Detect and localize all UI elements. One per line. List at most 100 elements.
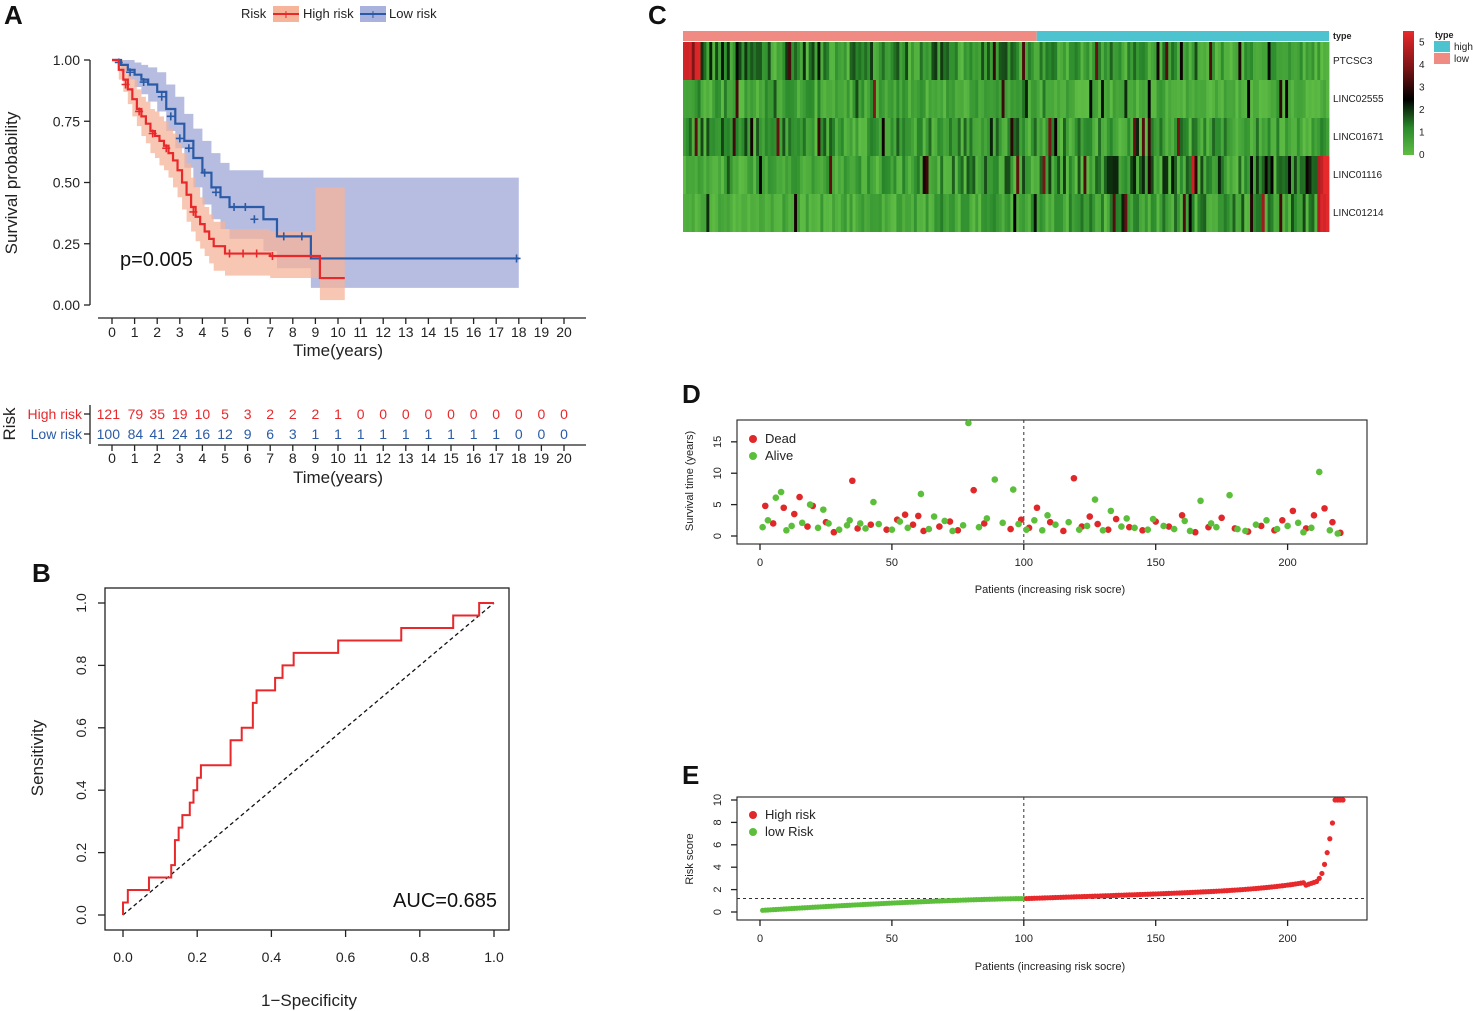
roc-y-tick-label: 1.0 (73, 593, 89, 613)
risk-legend-low-dot (749, 828, 757, 836)
heatmap-cell (1042, 156, 1046, 194)
survival-y-tick-label: 5 (712, 502, 724, 508)
heatmap-cell (1063, 156, 1067, 194)
survival-point-alive (1107, 507, 1115, 515)
heatmap-cell (773, 42, 777, 80)
heatmap-cell (1247, 194, 1251, 232)
heatmap-colorbar: 0 1 2 3 4 5 (1403, 31, 1425, 161)
survival-point-alive (1207, 520, 1215, 527)
heatmap-cell (1147, 80, 1152, 118)
heatmap-cell (1282, 42, 1286, 80)
heatmap-cell (1311, 156, 1315, 194)
heatmap-cell (1273, 80, 1277, 118)
heatmap-cell (1007, 42, 1011, 80)
heatmap-cell (925, 194, 929, 232)
heatmap-cell (1127, 42, 1131, 80)
heatmap-cell (753, 118, 757, 156)
heatmap-cell (697, 42, 701, 80)
heatmap-cell (1115, 42, 1119, 80)
heatmap-cell (1039, 194, 1043, 232)
heatmap-cell (1314, 194, 1318, 232)
km-x-tick-label: 10 (330, 324, 346, 340)
heatmap-cell (1238, 42, 1242, 80)
heatmap-cell (1217, 118, 1222, 156)
heatmap-cell (1083, 80, 1087, 118)
survival-point-dead (1257, 522, 1265, 530)
heatmap-cell (788, 80, 792, 118)
heatmap-cell (1177, 42, 1181, 80)
heatmap-cell (1255, 80, 1260, 118)
survival-point-dead (954, 527, 962, 534)
heatmap-cell (1004, 194, 1008, 232)
heatmap-cell (1326, 80, 1330, 118)
heatmap-cell (829, 118, 833, 156)
risk-table-cell: 0 (560, 426, 568, 442)
heatmap-cell (1022, 194, 1026, 232)
heatmap-cell (858, 80, 862, 118)
heatmap-cell (1121, 80, 1125, 118)
heatmap-cell (1320, 156, 1324, 194)
heatmap-cell (1177, 156, 1181, 194)
heatmap-cell (922, 156, 927, 194)
heatmap-cell (1007, 118, 1011, 156)
heatmap-cell (957, 156, 962, 194)
heatmap-cell (1293, 42, 1298, 80)
heatmap-cell (779, 118, 783, 156)
heatmap-cell (1112, 80, 1117, 118)
heatmap-cell (700, 118, 704, 156)
heatmap-cell (715, 80, 719, 118)
risk-table-cell: 0 (538, 406, 546, 422)
heatmap-cell (1174, 156, 1178, 194)
heatmap-cell (1288, 42, 1292, 80)
colorbar-tick-label: 3 (1419, 82, 1425, 93)
heatmap-cell (1194, 156, 1198, 194)
heatmap-cell (1030, 194, 1035, 232)
km-x-tick-label: 0 (108, 324, 116, 340)
survival-point-alive (888, 526, 896, 534)
heatmap-cell (729, 194, 734, 232)
type-bar-low (683, 31, 1037, 41)
heatmap-cell (1156, 80, 1160, 118)
heatmap-cell (1054, 156, 1058, 194)
heatmap-cell (1215, 80, 1219, 118)
heatmap-cell (761, 80, 766, 118)
type-legend-title: type (1435, 30, 1454, 40)
heatmap-cell (759, 80, 763, 118)
heatmap-cell (1136, 118, 1140, 156)
heatmap-cell (1150, 118, 1155, 156)
heatmap-cell (1071, 194, 1076, 232)
km-censor-mark (297, 232, 306, 241)
roc-x-label: 1−Specificity (261, 991, 357, 1010)
heatmap-cell (1068, 156, 1073, 194)
heatmap-cell (1109, 42, 1114, 80)
heatmap-cell (1004, 118, 1008, 156)
risk-score-x-tick-label: 50 (886, 933, 898, 945)
heatmap-cell (1326, 156, 1330, 194)
heatmap-cell (1191, 80, 1195, 118)
survival-point-alive (788, 522, 795, 530)
risk-table-cell: 9 (244, 426, 252, 442)
heatmap-cell (870, 118, 874, 156)
heatmap-cell (1027, 194, 1032, 232)
risk-score-x-tick-label: 100 (1015, 933, 1033, 945)
heatmap-cell (1060, 156, 1064, 194)
heatmap-cell (788, 118, 792, 156)
heatmap-cell (788, 42, 792, 80)
heatmap-cell (1267, 156, 1271, 194)
km-x-tick-label: 9 (312, 324, 320, 340)
heatmap-cell (1010, 194, 1014, 232)
heatmap-cell (1244, 194, 1248, 232)
heatmap-cell (981, 80, 985, 118)
heatmap-cell (1320, 118, 1324, 156)
heatmap-cell (1057, 194, 1061, 232)
heatmap-cell (1212, 42, 1216, 80)
heatmap-cell (966, 156, 970, 194)
survival-point-dead (867, 521, 875, 528)
heatmap-cell (829, 156, 833, 194)
heatmap-cell (761, 156, 766, 194)
heatmap-cell (992, 42, 997, 80)
heatmap-cell (1048, 42, 1052, 80)
heatmap-cell (987, 42, 991, 80)
heatmap-cell (750, 194, 754, 232)
